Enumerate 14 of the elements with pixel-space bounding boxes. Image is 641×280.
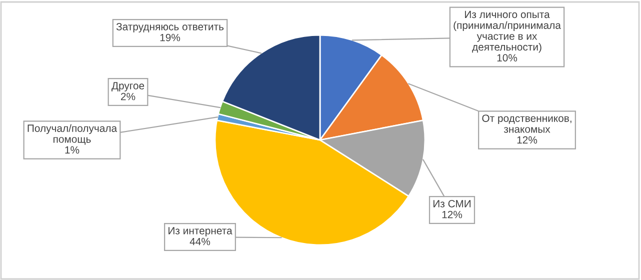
data-label: 2%	[120, 92, 136, 100]
data-label: 12%	[517, 136, 538, 144]
data-label: 10%	[497, 54, 518, 62]
slice-label: Затрудняюсь ответить	[116, 23, 224, 32]
slice-label: Другое	[112, 82, 144, 92]
slice-label: Из интернета	[168, 227, 232, 236]
slice-label: Из СМИ	[433, 200, 471, 208]
data-label: 12%	[442, 210, 462, 218]
data-label: 1%	[65, 146, 80, 154]
slice-label: Получал/получала помощь	[28, 124, 118, 145]
data-label: 19%	[160, 34, 180, 42]
slice-label: Из личного опыта (принимал/принимала участие в их деятельности)	[454, 10, 561, 53]
data-label: 44%	[190, 238, 210, 246]
slice-label: От родственников, знакомых	[482, 114, 572, 133]
